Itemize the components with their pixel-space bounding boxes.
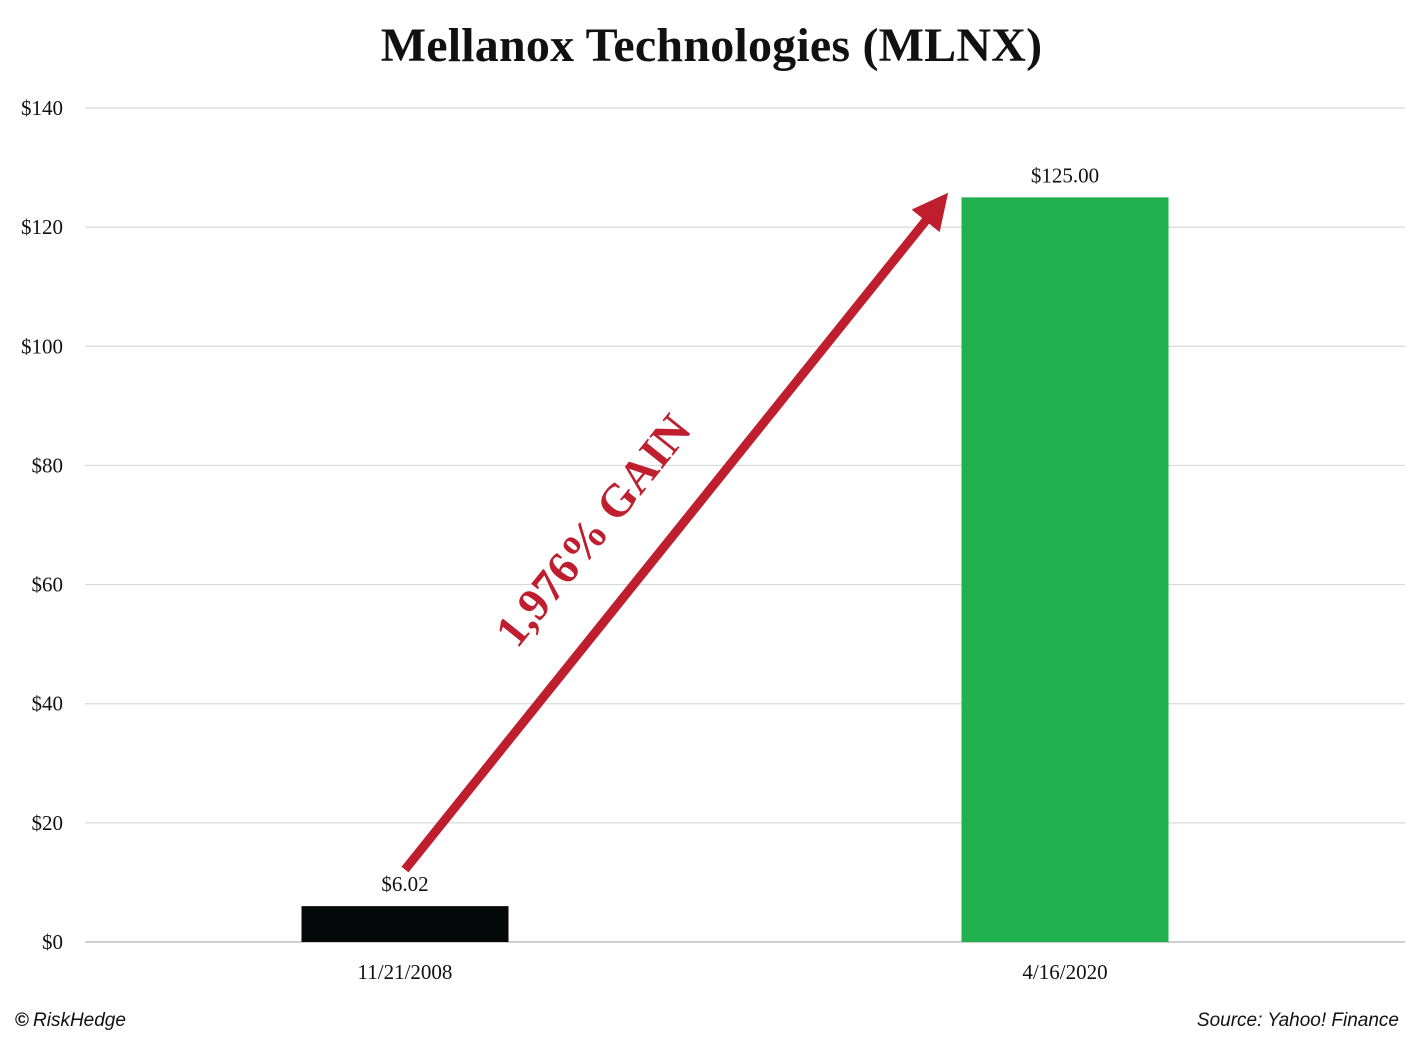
bars xyxy=(301,197,1169,942)
bar-chart: $0 $20 $40 $60 $80 $100 $120 $140 11/21/2008 4/1… xyxy=(21,96,1405,984)
y-tick-label: $100 xyxy=(21,334,63,358)
x-tick-label: 4/16/2020 xyxy=(1022,960,1107,984)
gain-arrow xyxy=(401,192,949,873)
source-footer: Source: Yahoo! Finance xyxy=(1196,1010,1399,1031)
gain-annotation-text: 1,976% GAIN xyxy=(485,405,701,656)
copyright-footer: © RiskHedge xyxy=(15,1010,126,1032)
copyright-icon: © xyxy=(15,1010,29,1031)
y-tick-label: $140 xyxy=(21,96,63,120)
y-tick-label: $60 xyxy=(32,573,64,597)
bar xyxy=(301,906,509,942)
brand-name: RiskHedge xyxy=(33,1010,126,1031)
y-axis-ticks: $0 $20 $40 $60 $80 $100 $120 $140 xyxy=(21,96,63,954)
gain-annotation: 1,976% GAIN xyxy=(401,192,949,873)
x-tick-label: 11/21/2008 xyxy=(358,960,453,984)
y-tick-label: $80 xyxy=(32,453,64,477)
y-tick-label: $120 xyxy=(21,215,63,239)
data-label: $6.02 xyxy=(381,872,428,896)
y-tick-label: $0 xyxy=(42,930,63,954)
y-tick-label: $20 xyxy=(32,811,64,835)
bar xyxy=(961,197,1169,942)
data-label: $125.00 xyxy=(1031,163,1099,187)
x-axis-ticks: 11/21/2008 4/16/2020 xyxy=(358,960,1108,984)
chart-title: Mellanox Technologies (MLNX) xyxy=(380,19,1043,72)
data-labels: $6.02 $125.00 xyxy=(381,163,1099,896)
y-tick-label: $40 xyxy=(32,692,64,716)
gridlines xyxy=(85,107,1405,943)
